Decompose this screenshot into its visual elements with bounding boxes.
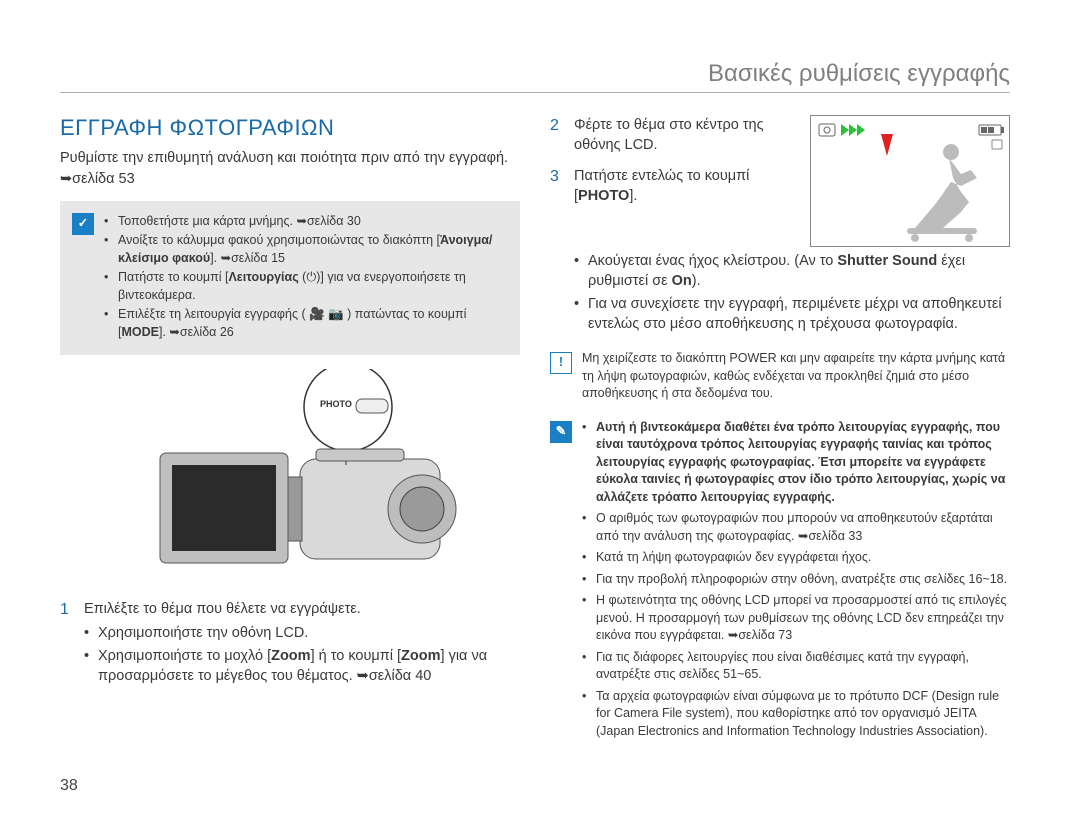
lcd-preview [810, 115, 1010, 247]
intro-text: Ρυθμίστε την επιθυμητή ανάλυση και ποιότ… [60, 149, 520, 169]
list-item: Για τις διάφορες λειτουργίες που είναι δ… [582, 649, 1010, 684]
prerequisites-list: Τοποθετήστε μια κάρτα μνήμης. ➥σελίδα 30… [104, 213, 508, 344]
list-item: Για την προβολή πληροφοριών στην οθόνη, … [582, 571, 1010, 589]
right-column: 2 Φέρτε το θέμα στο κέντρο της οθόνης LC… [550, 115, 1010, 744]
page-number: 38 [60, 777, 78, 795]
step-2: 2 Φέρτε το θέμα στο κέντρο της οθόνης LC… [550, 115, 796, 156]
camcorder-illustration: PHOTO [60, 369, 520, 589]
list-item: Τοποθετήστε μια κάρτα μνήμης. ➥σελίδα 30 [104, 213, 508, 231]
step-text: Επιλέξτε το θέμα που θέλετε να εγγράψετε… [84, 599, 520, 619]
warning-note: ! Μη χειρίζεστε το διακόπτη POWER και μη… [550, 350, 1010, 403]
step3-bullets: Ακούγεται ένας ήχος κλείστρου. (Αν το Sh… [574, 251, 1010, 334]
list-item: Ανοίξτε το κάλυμμα φακού χρησιμοποιώντας… [104, 232, 508, 267]
step-3: 3 Πατήστε εντελώς το κουμπί [PHOTO]. [550, 166, 796, 207]
step-number: 3 [550, 166, 564, 207]
step-number: 1 [60, 599, 74, 688]
prerequisites-box: ✓ Τοποθετήστε μια κάρτα μνήμης. ➥σελίδα … [60, 201, 520, 356]
list-item: Χρησιμοποιήστε το μοχλό [Zoom] ή το κουμ… [84, 646, 520, 687]
list-item: Αυτή ή βιντεοκάμερα διαθέτει ένα τρόπο λ… [582, 419, 1010, 507]
list-item: Για να συνεχίσετε την εγγραφή, περιμένετ… [574, 294, 1010, 335]
photo-label: PHOTO [320, 399, 352, 409]
warning-text: Μη χειρίζεστε το διακόπτη POWER και μην … [582, 350, 1010, 403]
list-item: Πατήστε το κουμπί [Λειτουργίας (⏻)] για … [104, 269, 508, 304]
list-item: Η φωτεινότητα της οθόνης LCD μπορεί να π… [582, 592, 1010, 645]
step-text: Φέρτε το θέμα στο κέντρο της οθόνης LCD. [574, 115, 796, 156]
step1-bullets: Χρησιμοποιήστε την οθόνη LCD. Χρησιμοποι… [84, 623, 520, 686]
list-item: Κατά τη λήψη φωτογραφιών δεν εγγράφεται … [582, 549, 1010, 567]
info-list: Αυτή ή βιντεοκάμερα διαθέτει ένα τρόπο λ… [582, 419, 1010, 741]
intro-pageref: ➥σελίδα 53 [60, 171, 520, 187]
list-item: Ο αριθμός των φωτογραφιών που μπορούν να… [582, 510, 1010, 545]
list-item: Επιλέξτε τη λειτουργία εγγραφής ( 🎥 📷 ) … [104, 306, 508, 341]
list-item: Χρησιμοποιήστε την οθόνη LCD. [84, 623, 520, 643]
info-note: ✎ Αυτή ή βιντεοκάμερα διαθέτει ένα τρόπο… [550, 419, 1010, 745]
list-item: Τα αρχεία φωτογραφιών είναι σύμφωνα με τ… [582, 688, 1010, 741]
left-column: ΕΓΓΡΑΦΗ ΦΩΤΟΓΡΑΦΙΩΝ Ρυθμίστε την επιθυμη… [60, 115, 520, 744]
step-text: Πατήστε εντελώς το κουμπί [PHOTO]. [574, 166, 796, 207]
step-number: 2 [550, 115, 564, 156]
info-icon: ✎ [550, 421, 572, 443]
camcorder-svg: PHOTO [120, 369, 460, 589]
running-header: Βασικές ρυθμίσεις εγγραφής [60, 60, 1010, 93]
check-icon: ✓ [72, 213, 94, 235]
section-title: ΕΓΓΡΑΦΗ ΦΩΤΟΓΡΑΦΙΩΝ [60, 115, 520, 141]
warning-icon: ! [550, 352, 572, 374]
step-1: 1 Επιλέξτε το θέμα που θέλετε να εγγράψε… [60, 599, 520, 688]
list-item: Ακούγεται ένας ήχος κλείστρου. (Αν το Sh… [574, 251, 1010, 292]
